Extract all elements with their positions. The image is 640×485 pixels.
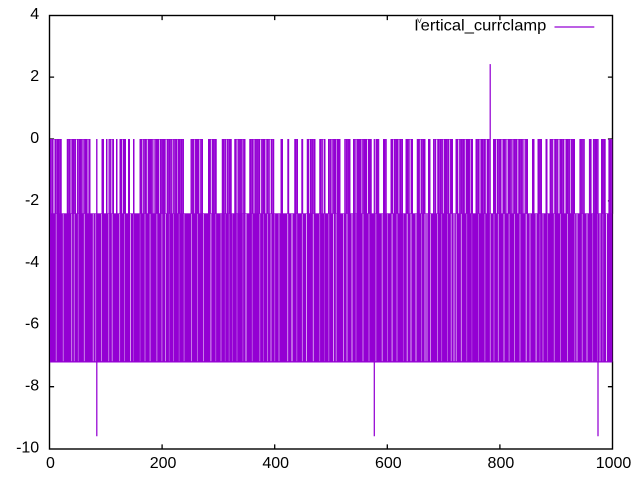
svg-text:800: 800 xyxy=(488,455,515,472)
svg-text:-8: -8 xyxy=(25,378,39,395)
svg-text:V: V xyxy=(417,18,422,25)
svg-text:200: 200 xyxy=(150,455,177,472)
svg-text:600: 600 xyxy=(375,455,402,472)
svg-text:-10: -10 xyxy=(16,440,39,457)
svg-text:2: 2 xyxy=(30,68,39,85)
svg-text:-4: -4 xyxy=(25,254,39,271)
svg-text:-6: -6 xyxy=(25,316,39,333)
svg-text:0: 0 xyxy=(30,130,39,147)
svg-text:0: 0 xyxy=(46,455,55,472)
svg-text:1000: 1000 xyxy=(596,455,632,472)
svg-text:I: I xyxy=(414,17,418,34)
svg-text:4: 4 xyxy=(30,6,39,23)
svg-text:ertical_currclamp: ertical_currclamp xyxy=(421,17,547,34)
svg-text:400: 400 xyxy=(262,455,289,472)
svg-text:-2: -2 xyxy=(25,192,39,209)
